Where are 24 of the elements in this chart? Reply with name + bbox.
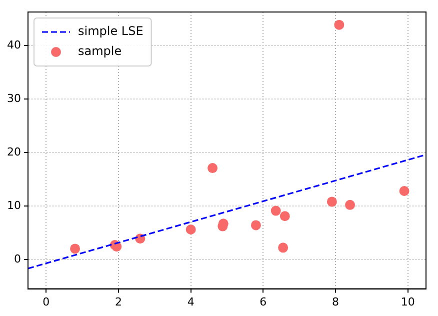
point [208,163,218,174]
x-tick-label: 6 [260,295,267,308]
x-tick-label: 8 [332,295,340,308]
legend-label: simple LSE [78,24,144,38]
x-tick-label: 2 [114,295,122,308]
point [250,220,261,230]
x-tick-label: 0 [42,295,50,308]
point [186,224,196,234]
point [345,200,356,210]
x-tick-label: 10 [400,295,415,308]
y-tick-label: 40 [6,38,21,52]
y-tick-label: 10 [6,198,21,212]
point [326,196,337,207]
y-tick-label: 0 [14,252,21,266]
legend-label: sample [78,44,122,58]
point [280,211,290,222]
point [399,186,410,196]
point [270,206,281,216]
point [334,20,344,30]
point [278,242,288,253]
x-tick-label: 4 [187,295,194,308]
y-tick-label: 20 [6,145,21,158]
point [70,244,80,254]
y-tick-label: 30 [6,92,21,105]
